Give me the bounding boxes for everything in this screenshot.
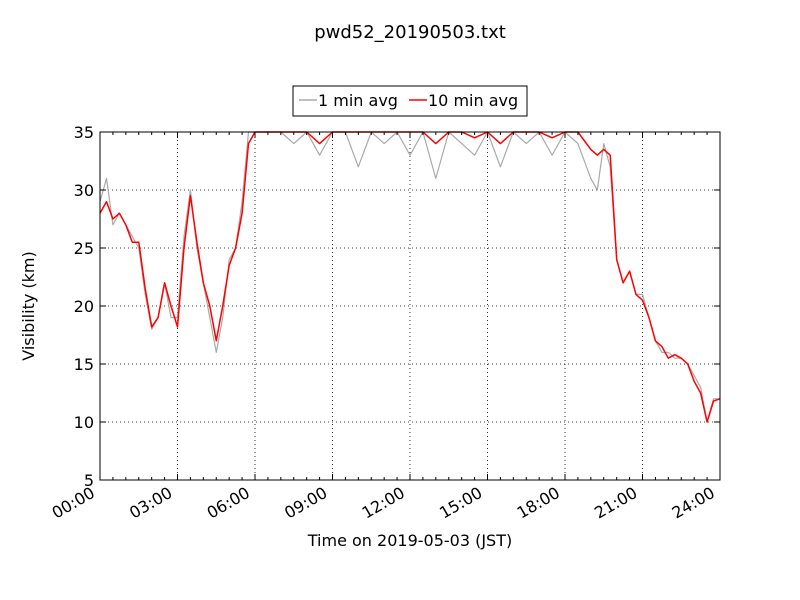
x-tick-label: 18:00 — [514, 483, 563, 523]
grid — [100, 132, 720, 480]
x-tick-label: 03:00 — [126, 483, 175, 523]
legend-label-10min: 10 min avg — [428, 91, 518, 110]
x-tick-label: 09:00 — [281, 483, 330, 523]
x-tick-label: 21:00 — [591, 483, 640, 523]
y-axis-label: Visibility (km) — [19, 251, 38, 360]
legend-box — [292, 85, 528, 117]
x-tick-label: 24:00 — [669, 483, 718, 523]
y-tick-label: 10 — [74, 413, 94, 432]
legend-label-1min: 1 min avg — [318, 91, 398, 110]
legend: 1 min avg 10 min avg — [292, 85, 528, 117]
y-tick-label: 35 — [74, 123, 94, 142]
chart-title: pwd52_20190503.txt — [314, 22, 506, 43]
x-tick-label: 06:00 — [204, 483, 253, 523]
x-tick-label: 12:00 — [359, 483, 408, 523]
y-tick-label: 20 — [74, 297, 94, 316]
x-axis-label: Time on 2019-05-03 (JST) — [307, 531, 512, 550]
y-tick-label: 30 — [74, 181, 94, 200]
y-tick-label: 15 — [74, 355, 94, 374]
x-axis-ticks: 00:00 03:00 06:00 09:00 12:00 15:00 18:00 21:00… — [49, 132, 721, 523]
x-tick-label: 15:00 — [436, 483, 485, 523]
y-tick-label: 5 — [84, 471, 94, 490]
y-tick-label: 25 — [74, 239, 94, 258]
series-line-1min-avg — [99, 131, 720, 423]
y-axis-ticks: 5 10 15 20 25 30 35 — [74, 123, 720, 490]
